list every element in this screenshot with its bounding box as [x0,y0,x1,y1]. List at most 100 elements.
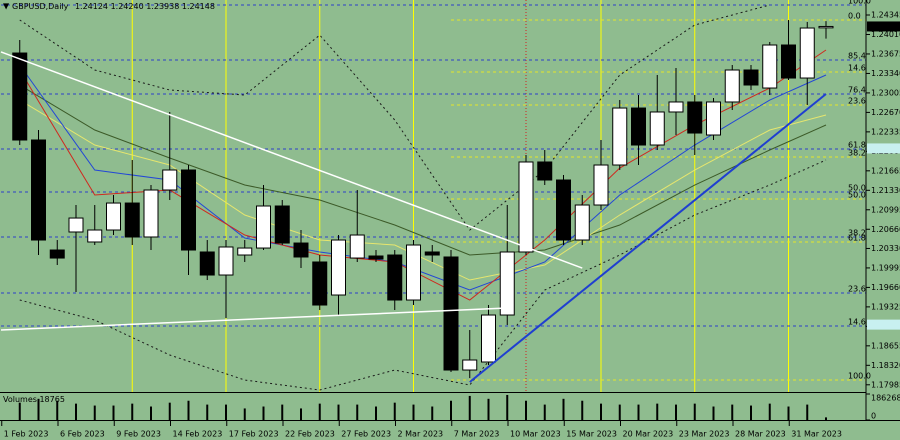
fib-label: 61.8 [848,141,866,150]
candle-body [387,254,403,301]
candle-body [218,246,234,276]
candle-body [12,52,28,141]
trendline [469,93,827,383]
highlight-level [867,143,900,154]
fib-label: 14.6 [848,318,866,327]
y-tick-label: 1.24010 [871,30,900,39]
candle-body [612,107,628,166]
y-tick-label: 1.19325 [871,302,900,311]
candle-body [818,25,834,29]
candle-body [293,242,309,258]
x-tick-label: 22 Feb 2023 [285,430,335,439]
x-tick-label: 7 Mar 2023 [454,430,500,439]
candle-body [799,27,815,79]
candle-body [368,255,384,260]
candle-body [518,161,534,253]
fib-label: 76.4 [848,86,866,95]
volume-label: Volumes [3,395,37,404]
symbol: GBPUSD,Daily [12,2,69,11]
x-tick-label: 14 Feb 2023 [173,430,223,439]
y-tick-label: 1.18320 [871,361,900,370]
candle-body [31,139,46,241]
candle-body [724,69,740,103]
y-tick-label: 1.23675 [871,49,900,58]
candle-body [556,179,571,241]
current-price-label: 1.24148 [869,22,900,31]
x-tick-label: 23 Mar 2023 [679,430,730,439]
x-tick-label: 31 Mar 2023 [791,430,842,439]
candle-body [181,169,196,251]
x-tick-label: 27 Feb 2023 [341,430,391,439]
candle-body [406,244,421,301]
y-tick-label: 1.20330 [871,244,900,253]
candle-body [781,44,796,79]
candle-body [68,217,84,233]
candle-body [331,239,346,296]
y-tick-label: 1.22670 [871,108,900,117]
indicator-line [19,64,827,291]
header-arrow: ▼ [3,2,10,11]
fib-label: 0.0 [848,12,861,21]
y-tick-label: 1.23340 [871,69,900,78]
candle-body [443,256,459,371]
candle-body [537,161,553,181]
indicator-line [19,84,827,256]
y-tick-label: 1.19660 [871,283,900,292]
close-label: 1.24148 [182,2,215,11]
candle-body [256,205,271,249]
y-tick-label: 1.20660 [871,225,900,234]
candle-body [106,202,121,231]
candle-body [481,314,496,363]
fib-label: 50.0 [848,183,866,192]
fib-label: 100.0 [848,372,871,381]
candle-body [312,261,328,306]
y-tick-label: 1.17985 [871,380,900,389]
candle-body [649,111,665,146]
y-tick-label: 1.18655 [871,341,900,350]
x-tick-label: 17 Feb 2023 [229,430,279,439]
candle-body [499,251,515,316]
y-tick-label: 1.24345 [871,11,900,20]
trendline [0,51,583,269]
candle-body [706,101,721,136]
open-label: 1.24124 [75,2,108,11]
y-tick-label: 1.22335 [871,127,900,136]
x-tick-label: 1 Feb 2023 [4,430,49,439]
volume-tick-label: 0 [871,412,876,421]
candle-body [124,202,140,238]
x-tick-label: 2 Mar 2023 [398,430,444,439]
y-tick-label: 1.21330 [871,186,900,195]
candle-body [743,69,759,86]
y-tick-label: 1.19995 [871,263,900,272]
x-tick-label: 9 Feb 2023 [116,430,161,439]
y-tick-label: 1.20995 [871,205,900,214]
candle-body [349,234,365,259]
y-tick-label: 1.23005 [871,88,900,97]
fib-label: 23.6 [848,97,866,106]
y-tick-label: 1.21665 [871,166,900,175]
candle-body [424,251,440,256]
trendline [0,307,508,331]
x-tick-label: 10 Mar 2023 [510,430,561,439]
candle-body [462,359,478,371]
candle-body [631,107,646,146]
candle-body [162,169,178,191]
plot-area [0,0,866,392]
fib-label: 14.6 [848,63,866,72]
indicator-line [19,4,770,231]
x-tick-label: 6 Feb 2023 [60,430,105,439]
fib-label: 61.8 [848,233,866,242]
candle-body [574,204,590,241]
header: GBPUSD,Daily 1.24124 1.24240 1.23938 1.2… [12,2,215,11]
current-price-box [867,21,900,32]
fib-label: 38.2 [848,148,866,157]
volume-current: 18765 [39,395,64,404]
fib-label: 85.4 [848,52,866,61]
candle-body [762,44,778,89]
fib-label: 100.0 [848,0,871,6]
candle-body [687,101,703,134]
volume-header: Volumes 18765 [3,395,65,404]
volume-tick-label: 186268 [871,394,900,403]
low-label: 1.23938 [146,2,179,11]
